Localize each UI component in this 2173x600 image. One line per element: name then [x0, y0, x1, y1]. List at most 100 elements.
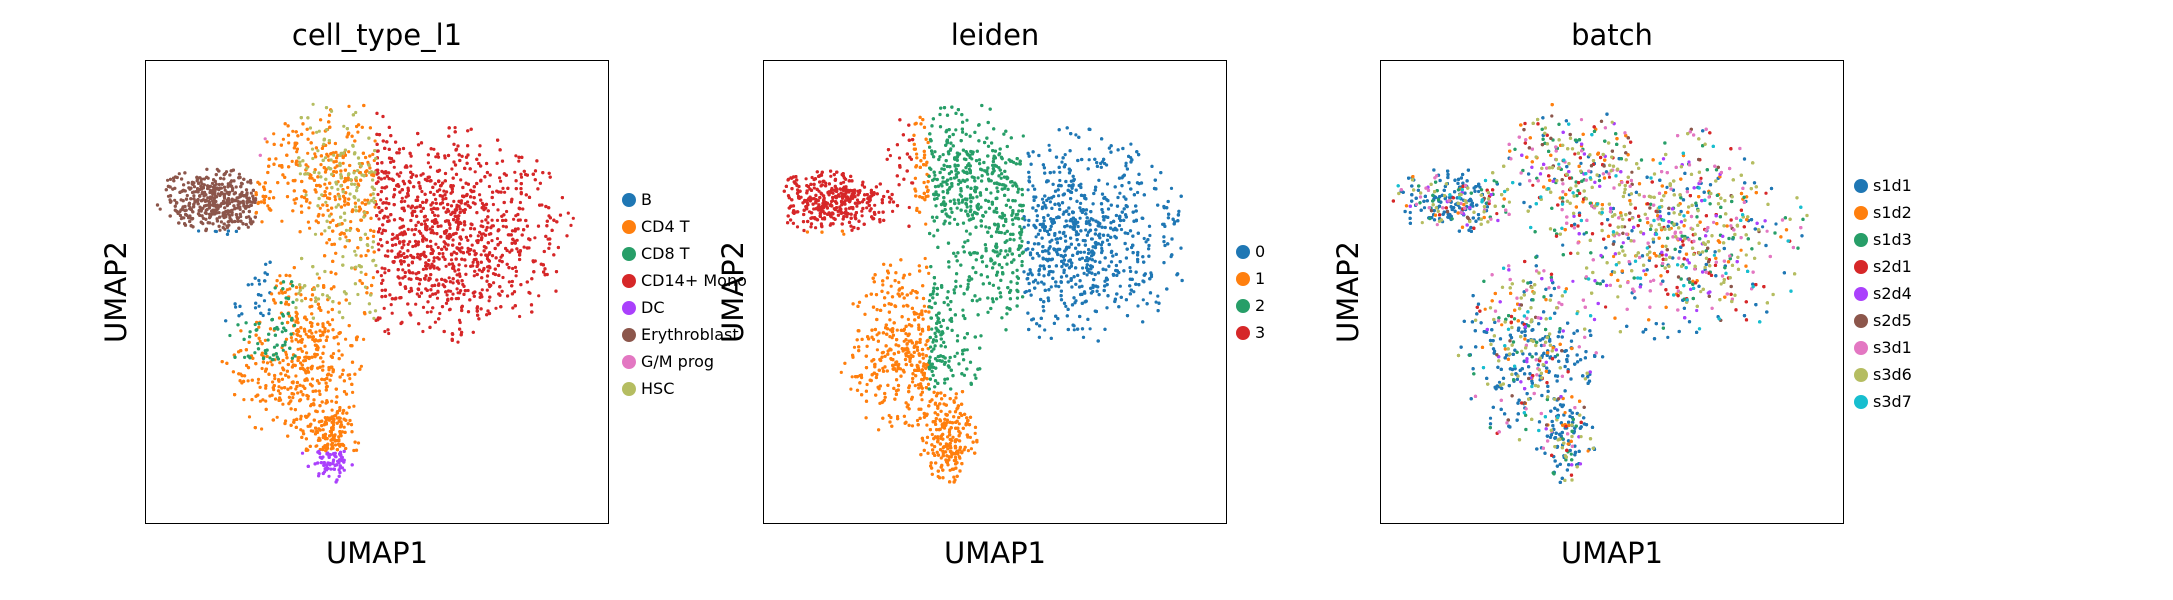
data-point: [518, 207, 522, 211]
data-point: [405, 255, 409, 259]
data-point: [343, 199, 347, 203]
data-point: [319, 154, 323, 158]
data-point: [424, 225, 428, 230]
data-point: [430, 228, 434, 233]
data-point: [385, 197, 389, 201]
data-point: [420, 189, 424, 194]
data-point: [264, 367, 268, 371]
data-point: [477, 317, 481, 321]
data-point: [238, 212, 242, 216]
data-point: [560, 196, 564, 200]
data-point: [268, 260, 272, 264]
data-point: [330, 399, 334, 403]
data-point: [296, 358, 300, 363]
data-point: [333, 141, 337, 146]
data-point: [350, 430, 354, 434]
data-point: [205, 175, 209, 179]
data-point: [364, 155, 368, 160]
data-point: [392, 218, 397, 222]
data-point: [219, 220, 223, 224]
data-point: [485, 170, 489, 175]
data-point: [349, 220, 353, 224]
data-point: [501, 186, 505, 190]
data-point: [407, 263, 411, 267]
data-point: [334, 387, 338, 391]
data-point: [441, 197, 445, 201]
data-point: [402, 252, 406, 256]
data-point: [393, 255, 398, 259]
data-point: [324, 449, 328, 453]
data-point: [325, 241, 329, 245]
data-point: [406, 194, 410, 198]
data-point: [538, 203, 542, 207]
data-point: [314, 389, 318, 393]
data-point: [466, 310, 471, 314]
data-point: [325, 335, 329, 339]
data-point: [295, 150, 299, 154]
data-point: [391, 232, 395, 236]
data-point: [292, 198, 296, 202]
data-point: [457, 199, 461, 203]
data-point: [216, 192, 220, 196]
data-point: [281, 343, 285, 348]
data-point: [482, 249, 486, 253]
data-point: [512, 217, 516, 221]
data-point: [244, 348, 248, 352]
data-point: [459, 178, 463, 182]
data-point: [469, 188, 473, 192]
data-point: [196, 202, 200, 206]
data-point: [298, 398, 303, 402]
data-point: [358, 279, 362, 283]
data-point: [376, 242, 380, 246]
data-point: [524, 193, 528, 197]
data-point: [253, 351, 257, 355]
data-point: [486, 241, 490, 245]
data-point: [283, 122, 287, 126]
data-point: [189, 197, 193, 201]
data-point: [249, 203, 253, 207]
data-point: [286, 133, 291, 137]
data-point: [315, 353, 319, 357]
data-point: [236, 219, 240, 223]
data-point: [381, 278, 385, 282]
data-point: [463, 166, 467, 170]
data-point: [357, 205, 362, 209]
data-point: [397, 174, 401, 178]
data-point: [225, 204, 229, 208]
data-point: [402, 239, 406, 243]
data-point: [485, 161, 489, 166]
data-point: [317, 436, 321, 440]
data-point: [486, 215, 490, 219]
data-point: [455, 273, 459, 277]
data-point: [319, 356, 323, 360]
data-point: [281, 137, 285, 141]
data-point: [360, 125, 364, 129]
data-point: [469, 248, 473, 252]
data-point: [500, 260, 504, 264]
data-point: [348, 377, 352, 381]
data-point: [382, 216, 386, 220]
data-point: [375, 111, 379, 115]
data-point: [236, 206, 240, 210]
data-point: [358, 171, 362, 175]
data-point: [260, 342, 264, 346]
data-point: [484, 228, 488, 232]
data-point: [381, 114, 385, 119]
data-point: [500, 253, 504, 257]
data-point: [278, 274, 282, 278]
data-point: [332, 336, 336, 340]
data-point: [331, 352, 336, 356]
data-point: [490, 218, 494, 222]
data-point: [435, 266, 440, 270]
data-point: [315, 272, 319, 276]
data-point: [451, 243, 455, 247]
data-point: [447, 262, 451, 266]
data-point: [471, 330, 475, 334]
data-point: [548, 216, 552, 220]
data-point: [272, 162, 276, 166]
data-point: [317, 212, 321, 217]
data-point: [301, 384, 305, 388]
data-point: [248, 330, 252, 334]
data-point: [325, 468, 329, 472]
data-point: [338, 197, 342, 201]
